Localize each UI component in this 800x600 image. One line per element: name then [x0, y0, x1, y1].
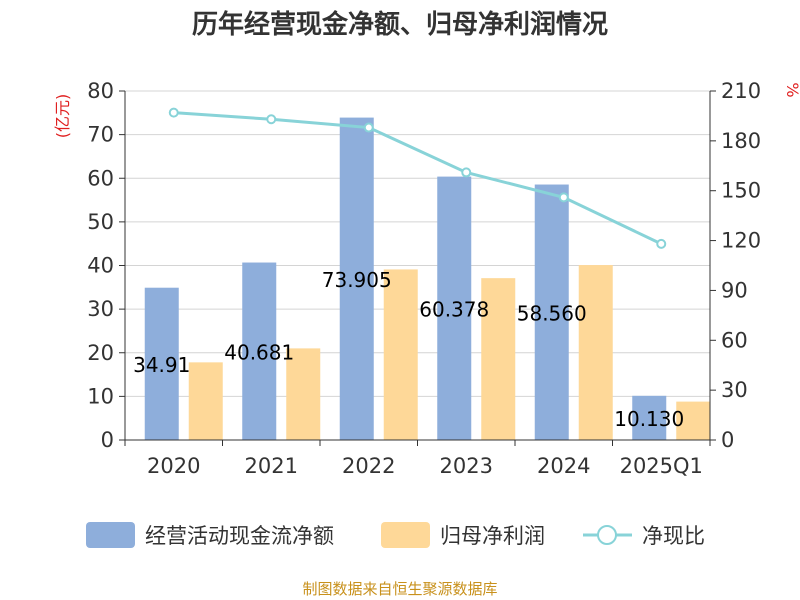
line-series [168, 107, 667, 249]
net-profit-bar [383, 269, 418, 440]
data-label: 58.560 [517, 301, 587, 325]
legend-swatch-ratio-marker [597, 525, 617, 545]
left-tick-label: 70 [87, 123, 114, 147]
axes: 0 10 20 30 40 50 60 70 80 0 30 60 90 120 150 180 210 2020… [87, 79, 761, 478]
ratio-line [173, 111, 662, 246]
ratio-point [168, 107, 179, 118]
cash-flow-bar [144, 287, 179, 440]
right-tick-label: 0 [721, 428, 734, 452]
x-tick-label: 2022 [342, 454, 395, 478]
left-axis-unit: (亿元) [53, 94, 72, 139]
legend-label: 经营活动现金流净额 [145, 524, 334, 548]
right-tick-label: 120 [721, 229, 761, 253]
right-tick-label: 210 [721, 79, 761, 103]
ratio-point [363, 122, 374, 133]
right-tick-label: 60 [721, 328, 748, 352]
left-tick-label: 60 [87, 166, 114, 190]
x-tick-label: 2024 [537, 454, 590, 478]
net-profit-bar [188, 362, 223, 440]
net-profit-bar [676, 401, 711, 440]
legend-swatch-net-profit [381, 522, 430, 548]
cash-flow-bar [534, 184, 569, 440]
net-profit-bar [481, 278, 516, 440]
right-axis-unit: % [783, 82, 800, 97]
cash-flow-bar [242, 262, 277, 440]
net-profit-bar [578, 265, 613, 440]
right-tick-label: 180 [721, 129, 761, 153]
legend-swatch-cash-flow [86, 522, 135, 548]
data-label: 60.378 [419, 297, 489, 321]
data-label: 10.130 [614, 407, 684, 431]
chart-title: 历年经营现金净额、归母净利润情况 [192, 9, 608, 40]
left-tick-label: 10 [87, 384, 114, 408]
left-tick-label: 0 [101, 428, 114, 452]
legend-label: 归母净利润 [440, 524, 545, 548]
left-tick-label: 40 [87, 254, 114, 278]
right-tick-label: 90 [721, 278, 748, 302]
left-tick-label: 20 [87, 341, 114, 365]
source-note: 制图数据来自恒生聚源数据库 [302, 580, 497, 598]
legend: 经营活动现金流净额 归母净利润 净现比 [86, 522, 705, 548]
left-tick-label: 30 [87, 297, 114, 321]
ratio-point [461, 167, 472, 178]
bar-series [144, 117, 711, 441]
x-tick-label: 2021 [245, 454, 298, 478]
right-tick-label: 30 [721, 378, 748, 402]
x-tick-label: 2023 [440, 454, 493, 478]
net-profit-bar [286, 348, 321, 440]
cash-flow-bar [632, 395, 667, 440]
x-tick-label: 2020 [147, 454, 200, 478]
x-tick-label: 2025Q1 [620, 454, 703, 478]
data-label: 40.681 [224, 340, 294, 364]
cash-flow-bar [339, 117, 374, 440]
ratio-point [266, 114, 277, 125]
legend-label: 净现比 [642, 524, 705, 548]
ratio-point [656, 238, 667, 249]
ratio-point [558, 192, 569, 203]
right-tick-label: 150 [721, 179, 761, 203]
data-labels: 34.91 40.681 73.905 60.378 58.560 10.130 [133, 268, 684, 431]
cash-flow-bar [437, 176, 472, 441]
data-label: 73.905 [322, 268, 392, 292]
left-tick-label: 50 [87, 210, 114, 234]
data-label: 34.91 [133, 353, 190, 377]
left-tick-label: 80 [87, 79, 114, 103]
